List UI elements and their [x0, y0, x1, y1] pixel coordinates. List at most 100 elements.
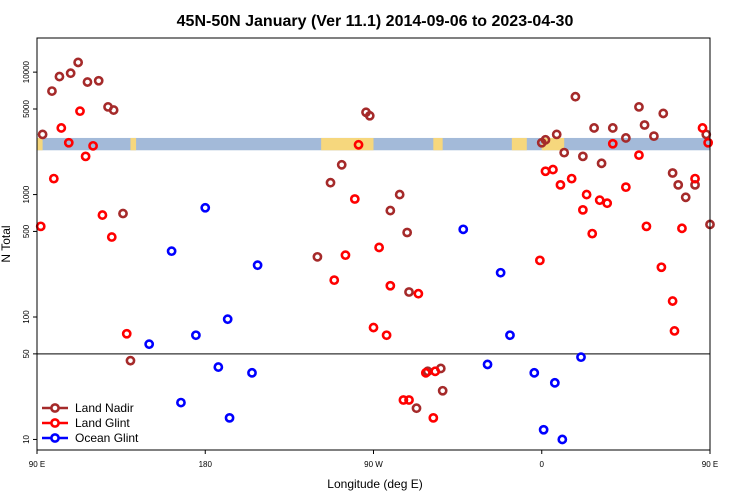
land-glint-point [667, 296, 678, 306]
land-nadir-point [570, 91, 581, 102]
land-nadir-point [93, 75, 104, 86]
land-nadir-point [73, 57, 84, 68]
y-tick-label: 50 [22, 349, 31, 358]
land-glint-point [35, 221, 46, 232]
land-nadir-point [607, 123, 618, 133]
land-glint-point [577, 204, 588, 215]
land-nadir-point [125, 355, 136, 366]
land-nadir-point [634, 102, 644, 112]
ocean-glint-point [538, 424, 549, 435]
land-glint-point [374, 242, 385, 253]
land-glint-point [594, 195, 605, 206]
land-glint-point [677, 223, 687, 234]
ocean-glint-point [529, 367, 540, 378]
land-glint-point [428, 412, 439, 423]
legend-label-land-nadir: Land Nadir [75, 401, 134, 415]
axes: 90 E 180 90 W 0 90 E 10 50 100 500 1000 5000 10000 [22, 60, 718, 469]
land-glint-point [607, 138, 618, 149]
land-nadir-point [658, 108, 669, 119]
land-nadir-point [649, 131, 659, 142]
ocean-glint-point [200, 202, 211, 213]
ocean-glint-point [224, 412, 235, 423]
land-segment [433, 137, 443, 151]
data-points [35, 57, 715, 445]
ocean-glint-point [247, 367, 257, 378]
ocean-glint-point [222, 314, 233, 325]
land-glint-point [534, 255, 545, 266]
y-tick-label: 10000 [22, 60, 31, 83]
land-glint-point [56, 123, 67, 133]
land-glint-point [587, 228, 598, 239]
land-glint-point [581, 189, 592, 200]
land-glint-point [48, 173, 59, 184]
land-glint-point [353, 139, 364, 150]
chart-title: 45N-50N January (Ver 11.1) 2014-09-06 to… [177, 13, 574, 30]
land-nadir-point [312, 251, 323, 262]
land-nadir-point [108, 105, 119, 115]
land-nadir-point [325, 177, 336, 188]
land-glint-point [329, 275, 340, 286]
land-nadir-point [559, 147, 570, 158]
ocean-glint-point [176, 397, 186, 408]
land-nadir-point [596, 158, 607, 169]
land-glint-point [349, 194, 360, 204]
land-segment [37, 137, 43, 151]
x-tick-label: 90 E [702, 460, 718, 469]
land-nadir-point [551, 129, 562, 140]
land-glint-point [690, 173, 700, 184]
y-tick-label: 100 [22, 310, 31, 324]
land-nadir-point [47, 86, 57, 96]
land-nadir-point [118, 208, 128, 219]
land-nadir-point [54, 71, 65, 82]
land-nadir-point [82, 77, 93, 87]
land-glint-point [121, 328, 132, 339]
ocean-glint-point [144, 339, 155, 350]
land-glint-point [420, 367, 431, 378]
land-segment [130, 137, 137, 151]
land-glint-point [548, 164, 558, 175]
y-axis-label: N Total [0, 225, 13, 262]
ocean-glint-point [213, 362, 224, 372]
ocean-glint-point [557, 434, 568, 445]
legend-marker-ocean-glint [50, 433, 60, 443]
land-segment [511, 137, 527, 151]
land-glint-point [381, 330, 392, 341]
y-tick-label: 5000 [22, 100, 31, 118]
land-glint-point [75, 106, 85, 117]
land-glint-point [634, 150, 644, 161]
land-glint-point [555, 179, 566, 190]
land-glint-point [63, 137, 74, 148]
land-glint-point [703, 137, 714, 148]
land-glint-point [97, 210, 108, 220]
land-nadir-point [402, 227, 413, 238]
x-tick-label: 180 [199, 460, 213, 469]
land-glint-point [566, 173, 577, 184]
land-glint-point [404, 395, 414, 405]
land-nadir-point [540, 134, 551, 145]
ocean-glint-point [549, 377, 560, 388]
ocean-glint-point [166, 246, 177, 257]
ocean-glint-point [505, 330, 515, 341]
land-nadir-point [639, 120, 650, 130]
plot-frame [36, 37, 711, 451]
land-nadir-point [680, 192, 691, 203]
legend-marker-land-nadir [50, 403, 60, 413]
land-glint-point [368, 322, 379, 333]
ocean-glint-point [482, 359, 493, 370]
land-glint-point [106, 232, 117, 242]
land-nadir-point [336, 159, 347, 170]
ocean-glint-point [576, 352, 586, 363]
land-glint-point [88, 140, 98, 151]
land-glint-point [656, 262, 667, 273]
x-axis-label: Longitude (deg E) [327, 477, 422, 491]
land-segment [321, 137, 374, 151]
land-glint-point [669, 326, 680, 336]
land-nadir-point [411, 403, 422, 414]
x-tick-label: 0 [540, 460, 545, 469]
land-nadir-point [361, 107, 371, 118]
ocean-glint-point [458, 224, 469, 235]
land-nadir-point [394, 189, 405, 200]
land-nadir-point [65, 68, 76, 79]
land-glint-point [413, 288, 424, 299]
land-glint-point [340, 250, 351, 261]
